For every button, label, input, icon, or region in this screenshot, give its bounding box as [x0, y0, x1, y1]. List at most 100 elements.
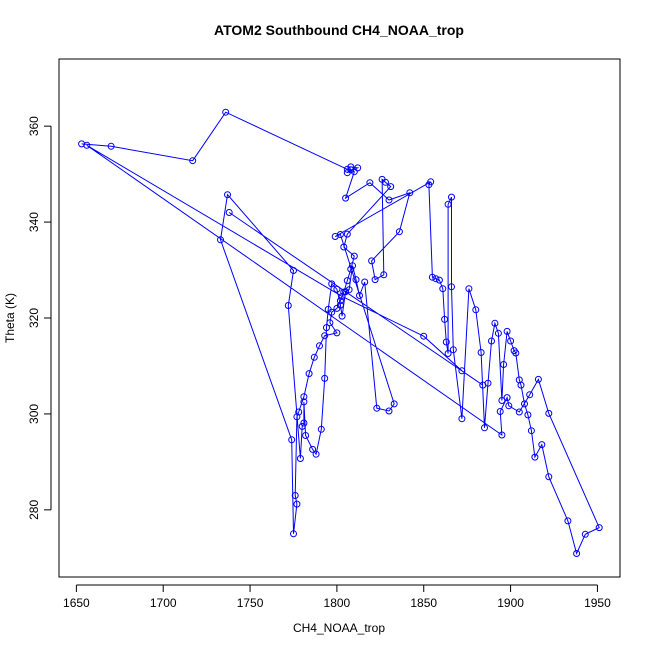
data-point — [373, 404, 381, 412]
data-point — [342, 194, 350, 202]
data-point — [340, 243, 348, 251]
y-axis-label: Theta (K) — [3, 293, 17, 343]
y-tick-label: 280 — [27, 500, 41, 520]
data-point — [300, 393, 308, 401]
data-point — [295, 408, 303, 416]
data-point — [507, 337, 515, 345]
data-point — [321, 374, 329, 382]
data-point — [387, 183, 395, 191]
x-tick-label: 1900 — [497, 596, 524, 610]
data-point — [336, 297, 344, 305]
data-point — [448, 193, 455, 201]
data-point — [498, 431, 506, 439]
data-point — [78, 140, 86, 148]
x-tick-label: 1700 — [150, 596, 177, 610]
data-point — [512, 349, 520, 357]
data-point — [347, 163, 355, 171]
data-point — [312, 450, 320, 458]
data-point — [432, 275, 440, 283]
data-point — [496, 408, 504, 415]
data-point — [290, 530, 297, 538]
data-point — [361, 278, 369, 286]
data-point — [481, 424, 488, 432]
data-point — [573, 550, 581, 557]
data-point — [494, 329, 502, 337]
data-point — [595, 524, 603, 532]
data-point — [564, 517, 572, 525]
data-point — [290, 267, 297, 274]
data-point — [338, 312, 346, 320]
data-point — [458, 367, 466, 375]
data-point — [217, 236, 224, 244]
data-point — [545, 409, 553, 417]
data-point — [435, 276, 443, 284]
data-point — [326, 319, 334, 327]
data-point — [343, 230, 351, 238]
y-axis: 280 300 320 340 360 — [27, 116, 52, 520]
data-point — [524, 411, 532, 419]
data-point — [581, 530, 589, 538]
x-tick-label: 1750 — [237, 596, 264, 610]
series-points-group — [78, 108, 603, 557]
data-point — [309, 445, 317, 453]
data-point — [224, 191, 231, 199]
data-point — [491, 319, 499, 327]
data-point — [342, 288, 350, 296]
data-point — [343, 277, 351, 285]
data-point — [310, 353, 318, 361]
data-point — [444, 200, 452, 208]
data-point — [477, 349, 485, 356]
data-point — [352, 276, 360, 284]
x-tick-label: 1650 — [63, 596, 90, 610]
data-point — [107, 142, 115, 150]
data-point — [444, 350, 452, 357]
data-point — [428, 273, 436, 281]
data-point — [515, 408, 523, 416]
data-point — [293, 500, 301, 508]
plot-frame — [58, 58, 621, 578]
data-point — [366, 179, 374, 187]
data-point — [545, 473, 553, 481]
data-point — [349, 262, 356, 270]
data-point — [284, 302, 292, 309]
data-point — [531, 453, 539, 461]
data-point — [333, 329, 341, 337]
data-point — [324, 305, 332, 313]
data-point — [442, 338, 450, 346]
data-point — [385, 196, 393, 204]
data-point — [345, 286, 353, 294]
data-point — [291, 492, 299, 499]
data-point — [321, 332, 329, 340]
data-point — [479, 381, 487, 389]
data-point — [350, 252, 358, 260]
data-point — [503, 394, 511, 402]
y-tick-label: 300 — [27, 404, 41, 424]
data-point — [288, 436, 296, 444]
data-point — [333, 285, 341, 293]
series-line-group — [81, 111, 600, 555]
data-point — [298, 422, 306, 430]
data-point — [465, 285, 473, 293]
data-point — [347, 265, 355, 273]
data-point — [371, 276, 379, 284]
data-point — [331, 233, 339, 240]
data-point — [385, 407, 393, 415]
data-point — [505, 402, 513, 410]
data-point — [296, 455, 304, 462]
data-point — [449, 346, 457, 354]
data-point — [441, 315, 449, 323]
data-point — [328, 280, 336, 288]
x-tick-label: 1850 — [410, 596, 437, 610]
x-axis: 1650 1700 1750 1800 1850 1900 1950 — [63, 584, 611, 610]
y-tick-label: 340 — [27, 212, 41, 232]
data-point — [406, 189, 414, 197]
data-point — [488, 337, 495, 345]
data-point — [538, 441, 546, 449]
data-point — [503, 327, 511, 335]
data-point — [338, 292, 346, 300]
data-point — [526, 391, 534, 399]
data-point — [336, 301, 344, 309]
data-point — [527, 427, 535, 435]
data-point — [380, 271, 388, 279]
x-tick-label: 1800 — [324, 596, 351, 610]
